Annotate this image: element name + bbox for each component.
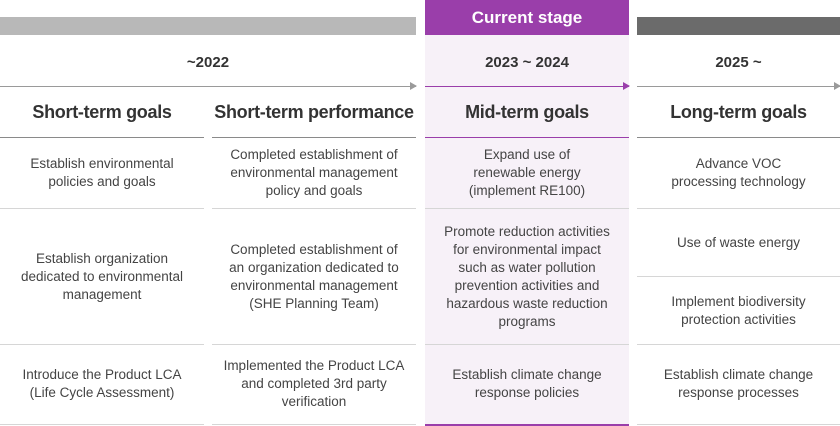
row-divider [425, 344, 629, 345]
list-item-long-term-goal: Implement biodiversity protection activit… [671, 293, 806, 327]
list-item-mid-term-goal: Promote reduction activities for environm… [444, 223, 610, 329]
row-divider [637, 276, 840, 277]
header-divider [637, 137, 840, 138]
row-divider [637, 208, 840, 209]
current-stage-background [425, 35, 629, 426]
row-divider [212, 208, 416, 209]
row-divider [425, 208, 629, 209]
row-divider [212, 344, 416, 345]
period-label-future: 2025 ~ [715, 53, 762, 71]
list-item-short-term-performance: Completed establishment of environmental … [230, 147, 398, 198]
arrow-icon-past [0, 82, 417, 90]
header-short-term-goals: Short-term goals [32, 101, 172, 122]
row-divider [637, 344, 840, 345]
header-long-term-goals: Long-term goals [670, 101, 807, 122]
list-item-short-term-goal: Establish environmental policies and goal… [30, 156, 174, 189]
current-stage-bottom-rule [425, 424, 629, 426]
row-divider [637, 424, 840, 425]
arrow-icon-current [425, 82, 630, 90]
row-divider [0, 424, 204, 425]
list-item-mid-term-goal: Establish climate change response policie… [452, 367, 602, 400]
list-item-short-term-performance: Implemented the Product LCA and completed… [223, 358, 405, 409]
list-item-long-term-goal: Establish climate change response process… [663, 367, 814, 400]
list-item-long-term-goal: Advance VOC processing technology [671, 156, 806, 189]
timeline-bar-past [0, 17, 416, 35]
header-mid-term-goals: Mid-term goals [465, 101, 589, 122]
row-divider [0, 208, 204, 209]
current-stage-tab: Current stage [425, 0, 629, 35]
arrow-icon-future [637, 82, 840, 90]
header-short-term-performance: Short-term performance [214, 101, 414, 122]
row-divider [212, 424, 416, 425]
row-divider [0, 344, 204, 345]
list-item-short-term-performance: Completed establishment of an organizatio… [229, 241, 399, 311]
header-divider [425, 137, 629, 138]
list-item-mid-term-goal: Expand use of renewable energy (implement … [468, 147, 586, 198]
period-label-current: 2023 ~ 2024 [485, 53, 569, 71]
header-divider [212, 137, 416, 138]
timeline-bar-future [637, 17, 840, 35]
list-item-short-term-goal: Establish organization dedicated to envir… [20, 250, 184, 302]
list-item-long-term-goal: Use of waste energy [676, 234, 801, 250]
period-label-past: ~2022 [186, 53, 230, 71]
list-item-short-term-goal: Introduce the Product LCA (Life Cycle Ass… [22, 367, 182, 400]
header-divider [0, 137, 204, 138]
